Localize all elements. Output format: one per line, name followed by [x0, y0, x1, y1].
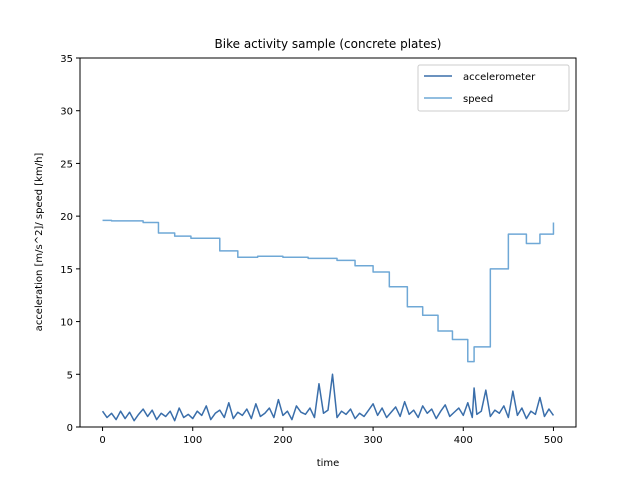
y-tick-label: 20	[60, 212, 73, 223]
x-tick-label: 200	[273, 435, 292, 446]
x-tick-label: 300	[364, 435, 383, 446]
y-tick-label: 25	[60, 159, 73, 170]
plot-area	[79, 57, 577, 428]
y-tick-label: 30	[60, 107, 73, 118]
legend-label-accelerometer: accelerometer	[463, 72, 536, 83]
plot-frame	[79, 57, 577, 428]
series-line-speed	[102, 219, 555, 363]
series-line-accelerometer	[101, 373, 555, 422]
axis-ticks: 0 100 200 300 400 500 0 5 10 15 20 25 30 35	[60, 54, 563, 446]
x-tick-label: 100	[183, 435, 202, 446]
legend: accelerometer speed	[417, 64, 570, 112]
x-axis-label: time	[317, 458, 340, 469]
chart-title: Bike activity sample (concrete plates)	[215, 37, 442, 51]
y-tick-label: 0	[67, 423, 73, 434]
y-tick-label: 10	[60, 318, 73, 329]
x-tick-label: 500	[544, 435, 563, 446]
legend-box	[417, 64, 570, 112]
x-tick-label: 0	[99, 435, 105, 446]
y-tick-label: 15	[60, 265, 73, 276]
x-tick-label: 400	[454, 435, 473, 446]
legend-label-speed: speed	[463, 94, 493, 105]
y-tick-label: 35	[60, 54, 73, 65]
y-axis-label: acceleration [m/s^2]/ speed [km/h]	[34, 153, 45, 332]
y-tick-label: 5	[67, 370, 73, 381]
